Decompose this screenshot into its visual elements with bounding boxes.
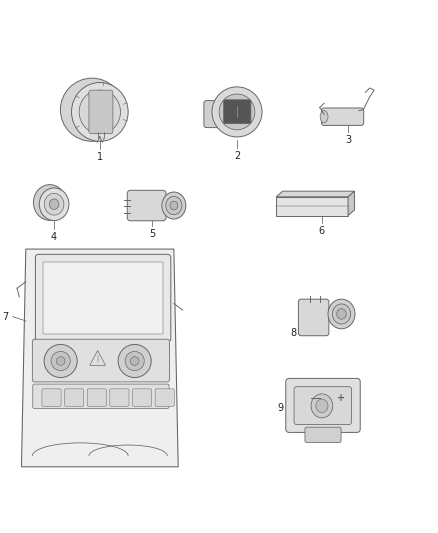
Ellipse shape <box>79 90 120 134</box>
Ellipse shape <box>44 193 64 215</box>
Ellipse shape <box>219 94 255 130</box>
Ellipse shape <box>170 201 178 210</box>
Polygon shape <box>276 197 348 215</box>
Circle shape <box>51 351 70 370</box>
Text: +: + <box>337 393 346 403</box>
Ellipse shape <box>311 394 333 418</box>
Circle shape <box>125 351 144 370</box>
FancyBboxPatch shape <box>223 100 251 124</box>
Ellipse shape <box>320 111 328 123</box>
Polygon shape <box>21 249 178 467</box>
Text: 2: 2 <box>234 151 240 161</box>
Ellipse shape <box>33 184 66 220</box>
Ellipse shape <box>212 87 262 137</box>
Ellipse shape <box>162 192 186 219</box>
FancyBboxPatch shape <box>42 389 61 406</box>
Text: 8: 8 <box>290 328 297 338</box>
Ellipse shape <box>49 199 59 209</box>
FancyBboxPatch shape <box>286 378 360 432</box>
FancyBboxPatch shape <box>33 384 169 408</box>
FancyBboxPatch shape <box>127 190 166 221</box>
FancyBboxPatch shape <box>155 389 174 406</box>
Circle shape <box>131 357 139 365</box>
Text: 6: 6 <box>319 227 325 237</box>
Ellipse shape <box>71 83 128 141</box>
Text: 4: 4 <box>51 232 57 241</box>
Text: 5: 5 <box>149 229 155 239</box>
FancyBboxPatch shape <box>35 254 171 342</box>
FancyBboxPatch shape <box>32 339 170 382</box>
Text: 9: 9 <box>277 403 283 413</box>
Ellipse shape <box>39 188 69 221</box>
Circle shape <box>57 357 65 365</box>
FancyBboxPatch shape <box>305 427 341 442</box>
Ellipse shape <box>166 196 182 215</box>
Ellipse shape <box>332 304 351 324</box>
FancyBboxPatch shape <box>110 389 129 406</box>
Ellipse shape <box>60 78 124 141</box>
FancyBboxPatch shape <box>87 389 106 406</box>
Circle shape <box>44 344 77 377</box>
FancyBboxPatch shape <box>204 101 226 127</box>
Ellipse shape <box>337 309 346 319</box>
Text: 1: 1 <box>97 152 103 162</box>
Ellipse shape <box>316 399 328 413</box>
Ellipse shape <box>328 299 355 329</box>
Text: 3: 3 <box>345 134 351 144</box>
FancyBboxPatch shape <box>64 389 84 406</box>
FancyBboxPatch shape <box>294 386 352 425</box>
Text: 7: 7 <box>2 312 8 321</box>
FancyBboxPatch shape <box>89 90 113 134</box>
Polygon shape <box>276 191 355 197</box>
FancyBboxPatch shape <box>298 299 329 336</box>
Bar <box>43 262 163 334</box>
FancyBboxPatch shape <box>321 108 364 125</box>
Circle shape <box>118 344 151 377</box>
Polygon shape <box>348 191 355 215</box>
FancyBboxPatch shape <box>132 389 152 406</box>
